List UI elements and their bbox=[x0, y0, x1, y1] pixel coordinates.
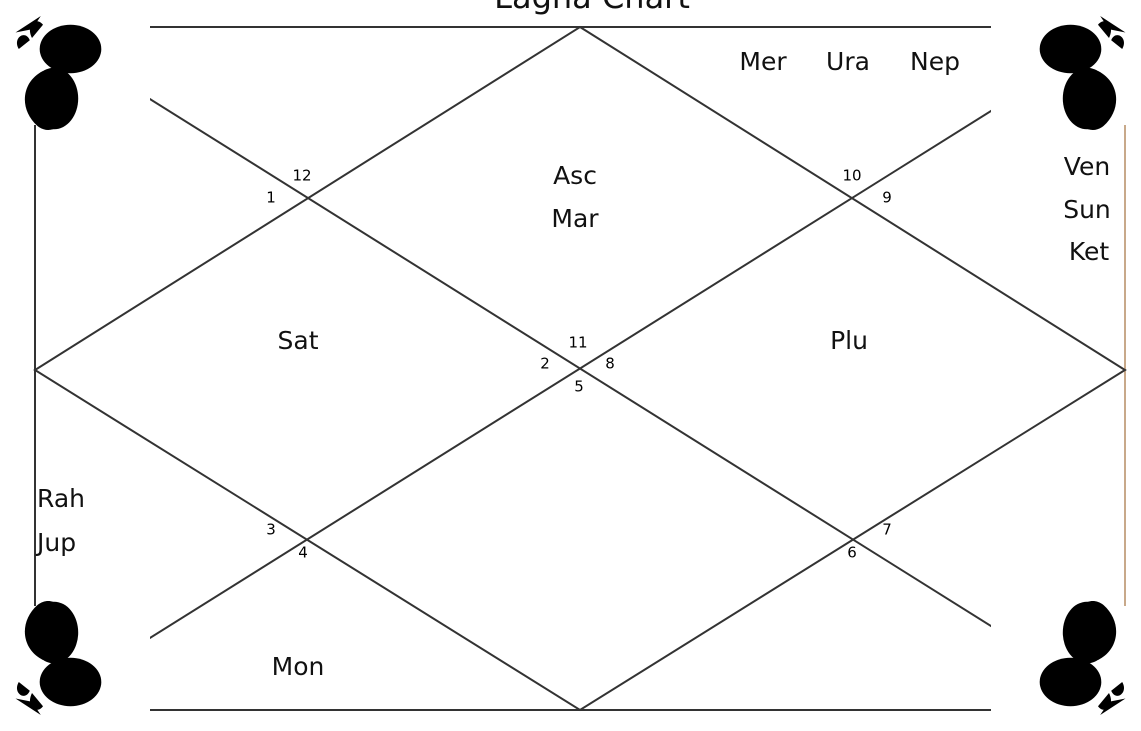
diamond bbox=[33, 25, 1127, 712]
planet-label: Sun bbox=[1063, 195, 1111, 224]
house-number: 4 bbox=[298, 544, 308, 562]
planet-label: Mon bbox=[272, 652, 325, 681]
planet-label: Plu bbox=[830, 326, 868, 355]
chart-frame bbox=[33, 25, 1127, 712]
house-number: 7 bbox=[882, 521, 892, 539]
house-number: 3 bbox=[266, 521, 276, 539]
planet-label: Mar bbox=[551, 204, 599, 233]
planet-label: Jup bbox=[35, 528, 76, 557]
house-number: 12 bbox=[292, 167, 311, 185]
house-number: 5 bbox=[574, 378, 584, 396]
house-number: 8 bbox=[605, 355, 615, 373]
diagonal bbox=[34, 26, 1126, 711]
house-number: 1 bbox=[266, 189, 276, 207]
planet-label: Ven bbox=[1064, 152, 1110, 181]
house-number: 6 bbox=[847, 544, 857, 562]
planet-label: Mer bbox=[739, 47, 787, 76]
chart-title: Lagna Chart bbox=[494, 0, 690, 16]
house-number: 10 bbox=[842, 167, 861, 185]
planet-label: Ket bbox=[1069, 237, 1110, 266]
planet-label: Sat bbox=[278, 326, 319, 355]
planet-label: Ura bbox=[826, 47, 870, 76]
planet-label: Rah bbox=[37, 484, 85, 513]
planet-label: Nep bbox=[910, 47, 960, 76]
house-number: 2 bbox=[540, 355, 550, 373]
house-number: 9 bbox=[882, 189, 892, 207]
house-number: 11 bbox=[568, 334, 587, 352]
planet-label: Asc bbox=[553, 161, 597, 190]
